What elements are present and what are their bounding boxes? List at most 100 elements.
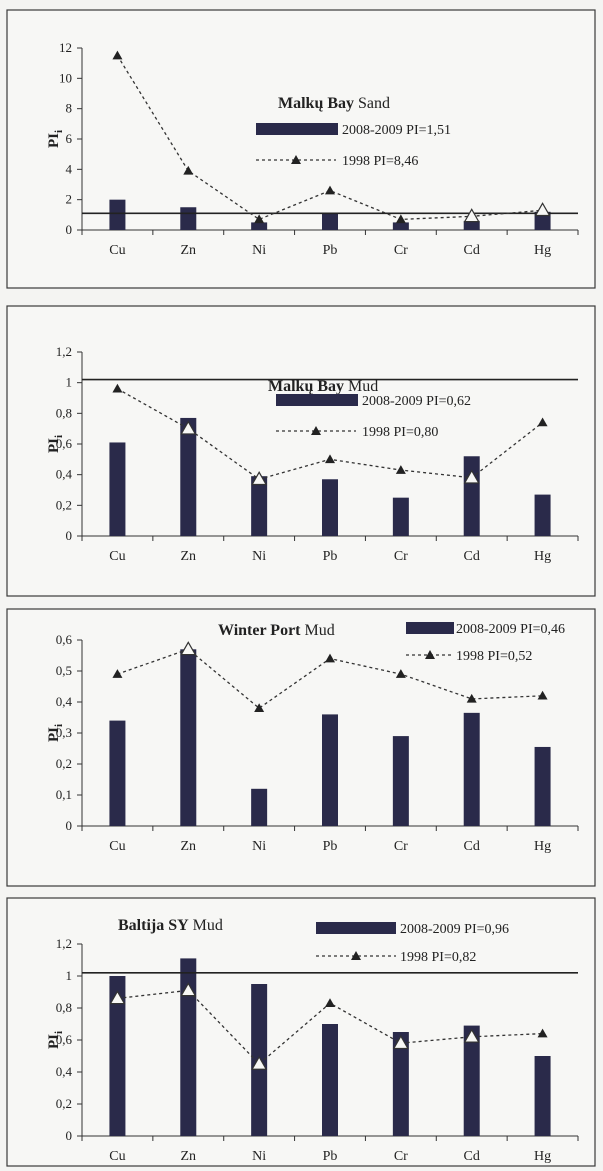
y-tick-label: 0,8	[56, 405, 72, 420]
chart-panel: 0 2 4 6 8 10 12 Cu Zn Ni Pb Cr Cd Hg PIi Malkų Bay Sand…	[6, 9, 596, 289]
y-axis-label: PIi	[46, 435, 65, 453]
bar-2008-2009	[392, 1032, 409, 1136]
y-tick-label: 0,6	[56, 632, 73, 647]
x-tick-label: Pb	[323, 549, 338, 564]
legend-bar-swatch	[316, 922, 396, 934]
bar-2008-2009	[392, 736, 409, 826]
x-tick-label: Cd	[464, 549, 480, 564]
bar-2008-2009	[322, 479, 338, 536]
legend-label: 2008-2009 PI=0,96	[400, 922, 509, 937]
bar-2008-2009	[463, 456, 480, 536]
point-1998	[463, 469, 480, 484]
x-tick-label: Cu	[109, 839, 125, 854]
bar-2008-2009	[392, 497, 409, 536]
y-tick-label: 1	[66, 968, 73, 983]
x-tick-label: Cu	[109, 243, 125, 258]
x-tick-label: Cu	[109, 549, 125, 564]
bar-2008-2009	[109, 442, 126, 536]
bar-2008-2009	[322, 213, 338, 230]
legend-marker	[351, 951, 361, 960]
panel-frame	[6, 897, 596, 1167]
chart-title: Winter Port Mud	[218, 622, 335, 639]
bar-2008-2009	[322, 714, 338, 826]
legend-bar-swatch	[256, 123, 338, 135]
y-tick-label: 8	[66, 101, 73, 116]
x-tick-label: Zn	[181, 839, 197, 854]
bar-2008-2009	[251, 788, 268, 826]
x-tick-label: Ni	[252, 243, 266, 258]
y-tick-label: 0,5	[56, 663, 72, 678]
bar-2008-2009	[180, 958, 197, 1136]
x-tick-label: Hg	[534, 243, 551, 258]
y-tick-label: 0	[66, 1128, 73, 1143]
y-tick-label: 0,2	[56, 1096, 72, 1111]
y-tick-label: 0	[66, 528, 73, 543]
x-tick-label: Ni	[252, 549, 266, 564]
bar-2008-2009	[534, 211, 551, 230]
y-tick-label: 0	[66, 818, 73, 833]
bar-2008-2009	[463, 220, 480, 230]
chart-panel: 0 0,2 0,4 0,6 0,8 1 1,2 Cu Zn Ni Pb Cr Cd Hg PIi Malkų …	[6, 305, 596, 597]
point-1998	[180, 420, 197, 435]
point-1998	[463, 208, 480, 223]
bar-2008-2009	[180, 417, 197, 536]
point-1998	[395, 465, 406, 474]
y-tick-label: 0,6	[56, 1032, 73, 1047]
x-tick-label: Pb	[323, 243, 338, 258]
point-1998	[254, 703, 265, 712]
y-tick-label: 0,1	[56, 787, 72, 802]
point-1998	[463, 1028, 480, 1043]
x-tick-label: Pb	[323, 839, 338, 854]
y-tick-label: 0,2	[56, 497, 72, 512]
y-tick-label: 6	[66, 131, 73, 146]
bar-2008-2009	[463, 712, 480, 826]
y-tick-label: 0,4	[56, 467, 73, 482]
y-tick-label: 0,4	[56, 694, 73, 709]
bar-2008-2009	[534, 494, 551, 536]
legend-label: 2008-2009 PI=0,62	[362, 394, 471, 409]
point-1998	[392, 1034, 409, 1050]
x-tick-label: Cr	[394, 1149, 408, 1164]
bar-2008-2009	[180, 207, 197, 230]
point-1998	[254, 214, 265, 224]
panel-frame	[6, 9, 596, 289]
x-tick-label: Cr	[394, 243, 408, 258]
y-tick-label: 0	[66, 222, 73, 237]
x-tick-label: Ni	[252, 1149, 266, 1164]
legend-label: 1998 PI=0,80	[362, 425, 438, 440]
x-tick-label: Cu	[109, 1149, 125, 1164]
bar-2008-2009	[109, 199, 126, 230]
bar-2008-2009	[534, 746, 551, 826]
point-1998	[537, 1028, 548, 1038]
chart-panel: 0 0,2 0,4 0,6 0,8 1 1,2 Cu Zn Ni Pb Cr Cd Hg PIi Baltij…	[6, 897, 596, 1167]
y-axis-label: PIi	[46, 1031, 65, 1049]
point-1998	[109, 990, 126, 1005]
bar-2008-2009	[109, 720, 126, 826]
y-axis-label: PIi	[46, 130, 65, 148]
x-tick-label: Cr	[394, 839, 408, 854]
point-1998	[112, 50, 123, 60]
bar-2008-2009	[180, 649, 197, 826]
y-tick-label: 0,2	[56, 756, 72, 771]
point-1998	[325, 454, 335, 464]
bar-2008-2009	[251, 222, 268, 230]
chart-title: Malkų Bay Mud	[268, 378, 378, 395]
legend-label: 1998 PI=0,52	[456, 649, 532, 664]
x-tick-label: Cr	[394, 549, 408, 564]
point-1998	[112, 669, 123, 678]
x-tick-label: Hg	[534, 1149, 551, 1164]
x-tick-label: Zn	[181, 243, 197, 258]
legend-label: 2008-2009 PI=0,46	[456, 622, 565, 637]
legend-marker	[425, 650, 435, 659]
legend-label: 2008-2009 PI=1,51	[342, 123, 451, 138]
x-tick-label: Cd	[464, 839, 480, 854]
y-tick-label: 1,2	[56, 936, 72, 951]
y-tick-label: 1	[66, 375, 73, 390]
bar-2008-2009	[463, 1025, 480, 1136]
legend-bar-swatch	[406, 622, 454, 634]
y-tick-label: 12	[59, 40, 72, 55]
point-1998	[534, 202, 551, 217]
legend-bar-swatch	[276, 394, 358, 406]
point-1998	[395, 669, 406, 678]
